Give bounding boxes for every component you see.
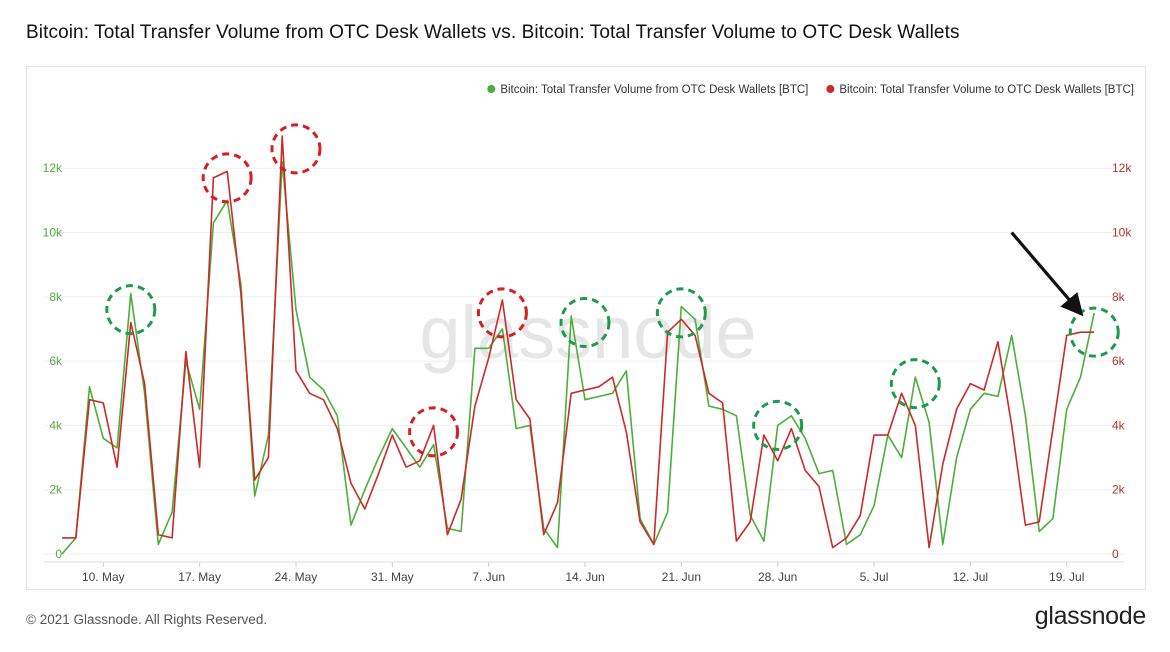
green-dashed-circle	[1068, 306, 1120, 358]
black-arrow	[1010, 231, 1084, 317]
x-tick-label: 5. Jul	[860, 570, 889, 584]
y-tick-left: 2k	[49, 483, 63, 497]
y-tick-left: 12k	[43, 161, 63, 175]
legend-dot-to-otc	[826, 85, 835, 93]
x-tick-label: 7. Jun	[472, 570, 505, 584]
green-dashed-circle	[752, 399, 804, 451]
y-tick-left: 10k	[43, 226, 63, 240]
y-tick-right: 10k	[1112, 226, 1132, 240]
y-tick-left: 8k	[49, 290, 63, 304]
x-tick-label: 10. May	[82, 570, 125, 584]
x-tick-label: 21. Jun	[662, 570, 701, 584]
y-tick-left: 6k	[49, 354, 63, 368]
annotations	[105, 123, 1120, 458]
series-line-to-otc	[62, 135, 1095, 549]
green-dashed-circle	[655, 287, 707, 339]
green-dashed-circle	[105, 284, 157, 336]
y-tick-right: 12k	[1112, 161, 1132, 175]
y-tick-right: 8k	[1112, 290, 1126, 304]
glassnode-logo: glassnode	[1034, 602, 1147, 630]
chart-frame	[26, 66, 1146, 590]
y-axis-left: 0 2k 4k 6k 8k 10k 12k	[43, 161, 63, 561]
y-tick-left: 4k	[49, 418, 63, 432]
x-tick-label: 24. May	[275, 570, 318, 584]
red-dashed-circle	[408, 406, 460, 458]
red-dashed-circle	[476, 287, 528, 339]
red-dashed-circle	[270, 123, 322, 175]
series-line-from-otc	[61, 161, 1095, 555]
x-tick-label: 19. Jul	[1049, 570, 1084, 584]
chart-title: Bitcoin: Total Transfer Volume from OTC …	[26, 22, 960, 43]
x-tick-label: 12. Jul	[953, 570, 988, 584]
x-tick-label: 31. May	[371, 570, 414, 584]
y-axis-right: 0 2k 4k 6k 8k 10k 12k	[1112, 161, 1132, 561]
legend-label-from-otc: Bitcoin: Total Transfer Volume from OTC …	[500, 84, 808, 96]
watermark: glassnode	[419, 291, 756, 374]
legend: Bitcoin: Total Transfer Volume to OTC De…	[487, 84, 1134, 96]
y-tick-right: 6k	[1112, 354, 1126, 368]
green-dashed-circle	[559, 297, 611, 349]
x-tick-label: 14. Jun	[565, 570, 604, 584]
x-tick-label: 17. May	[178, 570, 221, 584]
grid-lines	[44, 167, 1124, 555]
copyright-text: © 2021 Glassnode. All Rights Reserved.	[26, 612, 268, 627]
green-dashed-circle	[889, 358, 941, 410]
x-tick-label: 28. Jun	[758, 570, 797, 584]
x-axis: 10. May 17. May 24. May 31. May 7. Jun 14. Ju…	[44, 561, 1124, 584]
y-tick-left: 0	[55, 547, 62, 561]
legend-dot-from-otc	[487, 85, 496, 93]
legend-label-to-otc: Bitcoin: Total Transfer Volume to OTC De…	[839, 84, 1134, 96]
y-tick-right: 4k	[1112, 418, 1126, 432]
y-tick-right: 0	[1112, 547, 1119, 561]
series-lines	[61, 135, 1095, 555]
red-dashed-circle	[201, 152, 253, 204]
y-tick-right: 2k	[1112, 483, 1126, 497]
